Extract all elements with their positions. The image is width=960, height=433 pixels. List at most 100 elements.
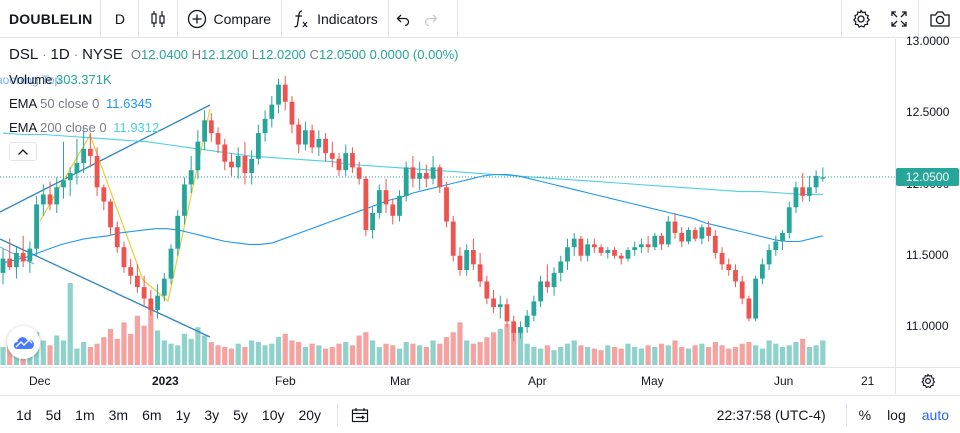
time-tick-label: 21 <box>861 374 875 388</box>
candle-body <box>329 153 335 159</box>
auto-scale-toggle[interactable]: auto <box>921 407 949 423</box>
volume-bar <box>228 348 235 365</box>
candle-body <box>591 244 597 248</box>
volume-bar <box>282 333 288 365</box>
undo-button[interactable] <box>389 0 417 38</box>
range-1d-button[interactable]: 1d <box>16 406 32 423</box>
candle-body <box>813 175 819 188</box>
candle-body <box>820 177 826 179</box>
volume-bar <box>148 307 154 365</box>
toolbar-right-group <box>841 0 960 38</box>
fullscreen-button[interactable] <box>880 0 918 38</box>
go-to-date-button[interactable] <box>347 407 373 423</box>
candle-body <box>612 250 617 256</box>
candle-body <box>430 167 436 179</box>
log-scale-toggle[interactable]: log <box>887 407 906 423</box>
candle-body <box>74 163 80 174</box>
candle-body <box>578 238 584 256</box>
price-tick-label: 13.0000 <box>906 34 950 48</box>
range-3y-button[interactable]: 3y <box>204 406 220 423</box>
time-tick-label: Dec <box>29 374 51 388</box>
interval-button[interactable]: D <box>114 10 126 27</box>
timezone-clock[interactable]: 22:37:58 (UTC-4) <box>716 407 826 423</box>
candle-body <box>618 255 624 259</box>
range-1y-button[interactable]: 1y <box>175 406 191 423</box>
volume-bar <box>383 343 389 365</box>
percent-scale-toggle[interactable]: % <box>858 407 872 423</box>
candle-body <box>370 212 375 231</box>
bottom-divider <box>337 403 339 426</box>
channel-upper-line[interactable] <box>0 104 211 213</box>
candle-body <box>188 170 194 185</box>
settings-button[interactable] <box>842 0 880 38</box>
channel-lower-line[interactable] <box>0 238 211 338</box>
redo-button[interactable] <box>417 0 445 38</box>
indicators-button[interactable]: Indicators <box>282 0 388 38</box>
candle-body <box>296 124 302 145</box>
volume-bar <box>54 335 60 365</box>
snapshot-button[interactable] <box>919 0 960 38</box>
legend-main-row[interactable]: DSL · 1D · NYSE O12.0400 H12.1200 L12.02… <box>9 46 458 63</box>
study-ema50[interactable]: EMA 50 close 0 11.6345 <box>9 96 152 111</box>
time-axis[interactable]: Dec 2023 Feb Mar Apr May Jun 21 <box>0 367 895 394</box>
range-10y-button[interactable]: 10y <box>261 406 285 423</box>
range-6m-button[interactable]: 6m <box>142 406 162 423</box>
volume-bar <box>753 345 759 365</box>
candle-body <box>518 327 523 333</box>
volume-bar <box>195 327 201 365</box>
volume-bar <box>726 348 732 365</box>
candle-body <box>7 258 13 268</box>
volume-bar <box>114 338 120 365</box>
candle-body <box>726 264 732 271</box>
gear-icon <box>852 9 871 28</box>
chart-pane[interactable]: DSL · 1D · NYSE O12.0400 H12.1200 L12.02… <box>0 39 895 367</box>
range-5d-button[interactable]: 5d <box>45 406 62 423</box>
chart-style-button[interactable] <box>139 0 177 38</box>
ema200-label: EMA <box>9 120 37 135</box>
candle-body <box>135 275 140 288</box>
axis-settings-button[interactable] <box>895 367 960 394</box>
candle-body <box>659 235 664 245</box>
legend-dot: · <box>42 47 47 62</box>
volume-bar <box>712 342 718 365</box>
candle-body <box>477 264 483 282</box>
volume-bar <box>692 345 698 365</box>
candle-body <box>249 158 255 174</box>
price-chart[interactable] <box>0 39 895 367</box>
candle-body <box>544 281 550 288</box>
volume-bar <box>175 345 181 365</box>
range-3m-button[interactable]: 3m <box>108 406 129 423</box>
volume-bar <box>652 346 658 365</box>
candle-body <box>54 187 60 205</box>
range-5y-button[interactable]: 5y <box>233 406 248 423</box>
range-1m-button[interactable]: 1m <box>75 406 95 423</box>
volume-bar <box>329 346 335 365</box>
range-20y-button[interactable]: 20y <box>298 406 322 423</box>
candle-body <box>712 235 718 253</box>
volume-bar <box>40 340 46 365</box>
candle-body <box>793 187 799 208</box>
volume-bar <box>645 345 651 365</box>
compare-button[interactable]: Compare <box>178 0 281 38</box>
candle-body <box>343 153 349 171</box>
volume-bar <box>605 345 611 365</box>
candle-body <box>511 321 517 333</box>
candle-body <box>81 148 87 164</box>
volume-bar <box>477 342 483 365</box>
time-tick-label: Apr <box>528 374 547 388</box>
candle-body <box>182 184 187 216</box>
candle-body <box>639 244 644 248</box>
volume-bar <box>390 345 396 365</box>
study-volume[interactable]: Volume 303.371K <box>9 72 112 87</box>
candle-body <box>27 248 33 262</box>
tradingview-logo-button[interactable] <box>7 326 40 359</box>
zigzag-pattern[interactable] <box>39 108 211 303</box>
volume-bar <box>685 348 692 365</box>
high-value: 12.1200 <box>201 47 249 62</box>
top-toolbar: DOUBLELIN D Compare Indicators <box>0 0 960 38</box>
study-ema200[interactable]: EMA 200 close 0 11.9312 <box>9 120 159 135</box>
candle-body <box>807 187 812 196</box>
legend-collapse-button[interactable] <box>9 142 37 161</box>
price-axis[interactable]: 13.0000 12.5000 12.0000 11.5000 11.0000 … <box>895 34 960 367</box>
symbol-search-button[interactable]: DOUBLELIN <box>9 10 93 27</box>
